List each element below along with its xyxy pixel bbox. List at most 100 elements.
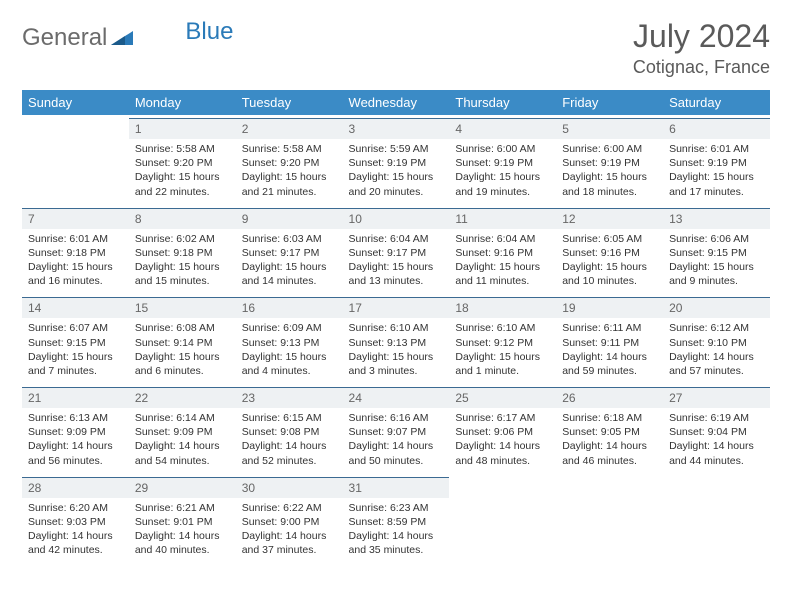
day-number: 26: [556, 387, 663, 408]
day-info: Sunrise: 6:18 AMSunset: 9:05 PMDaylight:…: [562, 411, 657, 468]
day-number: 23: [236, 387, 343, 408]
day-info: Sunrise: 6:13 AMSunset: 9:09 PMDaylight:…: [28, 411, 123, 468]
day-number: 7: [22, 208, 129, 229]
day-info: Sunrise: 6:03 AMSunset: 9:17 PMDaylight:…: [242, 232, 337, 289]
day-number: 8: [129, 208, 236, 229]
day-info: Sunrise: 6:01 AMSunset: 9:19 PMDaylight:…: [669, 142, 764, 199]
calendar-cell: 1 Sunrise: 5:58 AMSunset: 9:20 PMDaylight…: [129, 115, 236, 205]
calendar-cell: 7 Sunrise: 6:01 AMSunset: 9:18 PMDaylight…: [22, 205, 129, 295]
calendar-cell: 30 Sunrise: 6:22 AMSunset: 9:00 PMDayligh…: [236, 474, 343, 564]
calendar-cell: 31 Sunrise: 6:23 AMSunset: 8:59 PMDayligh…: [343, 474, 450, 564]
calendar-cell: 13 Sunrise: 6:06 AMSunset: 9:15 PMDayligh…: [663, 205, 770, 295]
day-number: 30: [236, 477, 343, 498]
calendar-cell: 6 Sunrise: 6:01 AMSunset: 9:19 PMDaylight…: [663, 115, 770, 205]
logo: General Blue: [22, 18, 233, 52]
calendar-cell: 10 Sunrise: 6:04 AMSunset: 9:17 PMDayligh…: [343, 205, 450, 295]
day-info: Sunrise: 6:20 AMSunset: 9:03 PMDaylight:…: [28, 501, 123, 558]
calendar-cell: 14 Sunrise: 6:07 AMSunset: 9:15 PMDayligh…: [22, 294, 129, 384]
day-info: Sunrise: 6:12 AMSunset: 9:10 PMDaylight:…: [669, 321, 764, 378]
calendar-cell: [22, 115, 129, 205]
calendar-cell: [449, 474, 556, 564]
day-number: 14: [22, 297, 129, 318]
calendar-cell: 16 Sunrise: 6:09 AMSunset: 9:13 PMDayligh…: [236, 294, 343, 384]
calendar-cell: 21Sunrise: 6:13 AMSunset: 9:09 PMDayligh…: [22, 384, 129, 474]
calendar-cell: 4 Sunrise: 6:00 AMSunset: 9:19 PMDaylight…: [449, 115, 556, 205]
weekday-header: Wednesday: [343, 90, 450, 115]
header: General Blue July 2024 Cotignac, France: [22, 18, 770, 78]
day-info: Sunrise: 5:59 AMSunset: 9:19 PMDaylight:…: [349, 142, 444, 199]
day-info: Sunrise: 6:08 AMSunset: 9:14 PMDaylight:…: [135, 321, 230, 378]
calendar-cell: 24Sunrise: 6:16 AMSunset: 9:07 PMDayligh…: [343, 384, 450, 474]
day-info: Sunrise: 6:01 AMSunset: 9:18 PMDaylight:…: [28, 232, 123, 289]
day-info: Sunrise: 6:05 AMSunset: 9:16 PMDaylight:…: [562, 232, 657, 289]
day-info: Sunrise: 6:15 AMSunset: 9:08 PMDaylight:…: [242, 411, 337, 468]
day-number: 10: [343, 208, 450, 229]
calendar-cell: 29 Sunrise: 6:21 AMSunset: 9:01 PMDayligh…: [129, 474, 236, 564]
day-number: 6: [663, 118, 770, 139]
day-number: 2: [236, 118, 343, 139]
day-info: Sunrise: 6:04 AMSunset: 9:17 PMDaylight:…: [349, 232, 444, 289]
calendar-cell: [663, 474, 770, 564]
day-info: Sunrise: 5:58 AMSunset: 9:20 PMDaylight:…: [135, 142, 230, 199]
day-number: 5: [556, 118, 663, 139]
day-info: Sunrise: 6:17 AMSunset: 9:06 PMDaylight:…: [455, 411, 550, 468]
day-info: Sunrise: 6:10 AMSunset: 9:12 PMDaylight:…: [455, 321, 550, 378]
weekday-header: Sunday: [22, 90, 129, 115]
calendar-cell: 20 Sunrise: 6:12 AMSunset: 9:10 PMDayligh…: [663, 294, 770, 384]
day-info: Sunrise: 6:07 AMSunset: 9:15 PMDaylight:…: [28, 321, 123, 378]
title-block: July 2024 Cotignac, France: [633, 18, 770, 78]
day-number: 4: [449, 118, 556, 139]
calendar-cell: 23 Sunrise: 6:15 AMSunset: 9:08 PMDayligh…: [236, 384, 343, 474]
weekday-header: Monday: [129, 90, 236, 115]
day-number: 16: [236, 297, 343, 318]
day-info: Sunrise: 6:11 AMSunset: 9:11 PMDaylight:…: [562, 321, 657, 378]
day-info: Sunrise: 6:06 AMSunset: 9:15 PMDaylight:…: [669, 232, 764, 289]
weekday-header: Thursday: [449, 90, 556, 115]
day-info: Sunrise: 6:09 AMSunset: 9:13 PMDaylight:…: [242, 321, 337, 378]
day-number: 12: [556, 208, 663, 229]
day-number: 29: [129, 477, 236, 498]
day-number: 18: [449, 297, 556, 318]
day-number: 22: [129, 387, 236, 408]
day-info: Sunrise: 6:00 AMSunset: 9:19 PMDaylight:…: [562, 142, 657, 199]
day-number: 1: [129, 118, 236, 139]
weekday-header: Friday: [556, 90, 663, 115]
day-info: Sunrise: 6:00 AMSunset: 9:19 PMDaylight:…: [455, 142, 550, 199]
day-number: 24: [343, 387, 450, 408]
day-number: 11: [449, 208, 556, 229]
calendar-cell: 27 Sunrise: 6:19 AMSunset: 9:04 PMDayligh…: [663, 384, 770, 474]
day-number: 13: [663, 208, 770, 229]
day-info: Sunrise: 6:21 AMSunset: 9:01 PMDaylight:…: [135, 501, 230, 558]
calendar-cell: 22Sunrise: 6:14 AMSunset: 9:09 PMDayligh…: [129, 384, 236, 474]
day-info: Sunrise: 6:19 AMSunset: 9:04 PMDaylight:…: [669, 411, 764, 468]
weekday-header: Saturday: [663, 90, 770, 115]
day-info: Sunrise: 6:02 AMSunset: 9:18 PMDaylight:…: [135, 232, 230, 289]
day-info: Sunrise: 6:22 AMSunset: 9:00 PMDaylight:…: [242, 501, 337, 558]
day-number: 17: [343, 297, 450, 318]
day-info: Sunrise: 6:23 AMSunset: 8:59 PMDaylight:…: [349, 501, 444, 558]
calendar-cell: 25 Sunrise: 6:17 AMSunset: 9:06 PMDayligh…: [449, 384, 556, 474]
page-title: July 2024: [633, 18, 770, 55]
day-number: 27: [663, 387, 770, 408]
logo-triangle-icon: [111, 27, 133, 50]
day-number: 31: [343, 477, 450, 498]
logo-blue-text: Blue: [185, 18, 233, 46]
calendar-cell: 18 Sunrise: 6:10 AMSunset: 9:12 PMDayligh…: [449, 294, 556, 384]
calendar-cell: 28Sunrise: 6:20 AMSunset: 9:03 PMDayligh…: [22, 474, 129, 564]
calendar-cell: 19 Sunrise: 6:11 AMSunset: 9:11 PMDayligh…: [556, 294, 663, 384]
calendar-cell: 26 Sunrise: 6:18 AMSunset: 9:05 PMDayligh…: [556, 384, 663, 474]
calendar-cell: 9 Sunrise: 6:03 AMSunset: 9:17 PMDaylight…: [236, 205, 343, 295]
day-info: Sunrise: 6:04 AMSunset: 9:16 PMDaylight:…: [455, 232, 550, 289]
logo-general-text: General: [22, 24, 107, 52]
calendar-cell: 8 Sunrise: 6:02 AMSunset: 9:18 PMDaylight…: [129, 205, 236, 295]
day-number: 19: [556, 297, 663, 318]
calendar-table: SundayMondayTuesdayWednesdayThursdayFrid…: [22, 90, 770, 563]
calendar-cell: 12 Sunrise: 6:05 AMSunset: 9:16 PMDayligh…: [556, 205, 663, 295]
day-info: Sunrise: 6:10 AMSunset: 9:13 PMDaylight:…: [349, 321, 444, 378]
calendar-cell: 11 Sunrise: 6:04 AMSunset: 9:16 PMDayligh…: [449, 205, 556, 295]
day-number: 9: [236, 208, 343, 229]
day-info: Sunrise: 5:58 AMSunset: 9:20 PMDaylight:…: [242, 142, 337, 199]
calendar-cell: 3Sunrise: 5:59 AMSunset: 9:19 PMDaylight…: [343, 115, 450, 205]
day-number: 25: [449, 387, 556, 408]
day-number: 20: [663, 297, 770, 318]
